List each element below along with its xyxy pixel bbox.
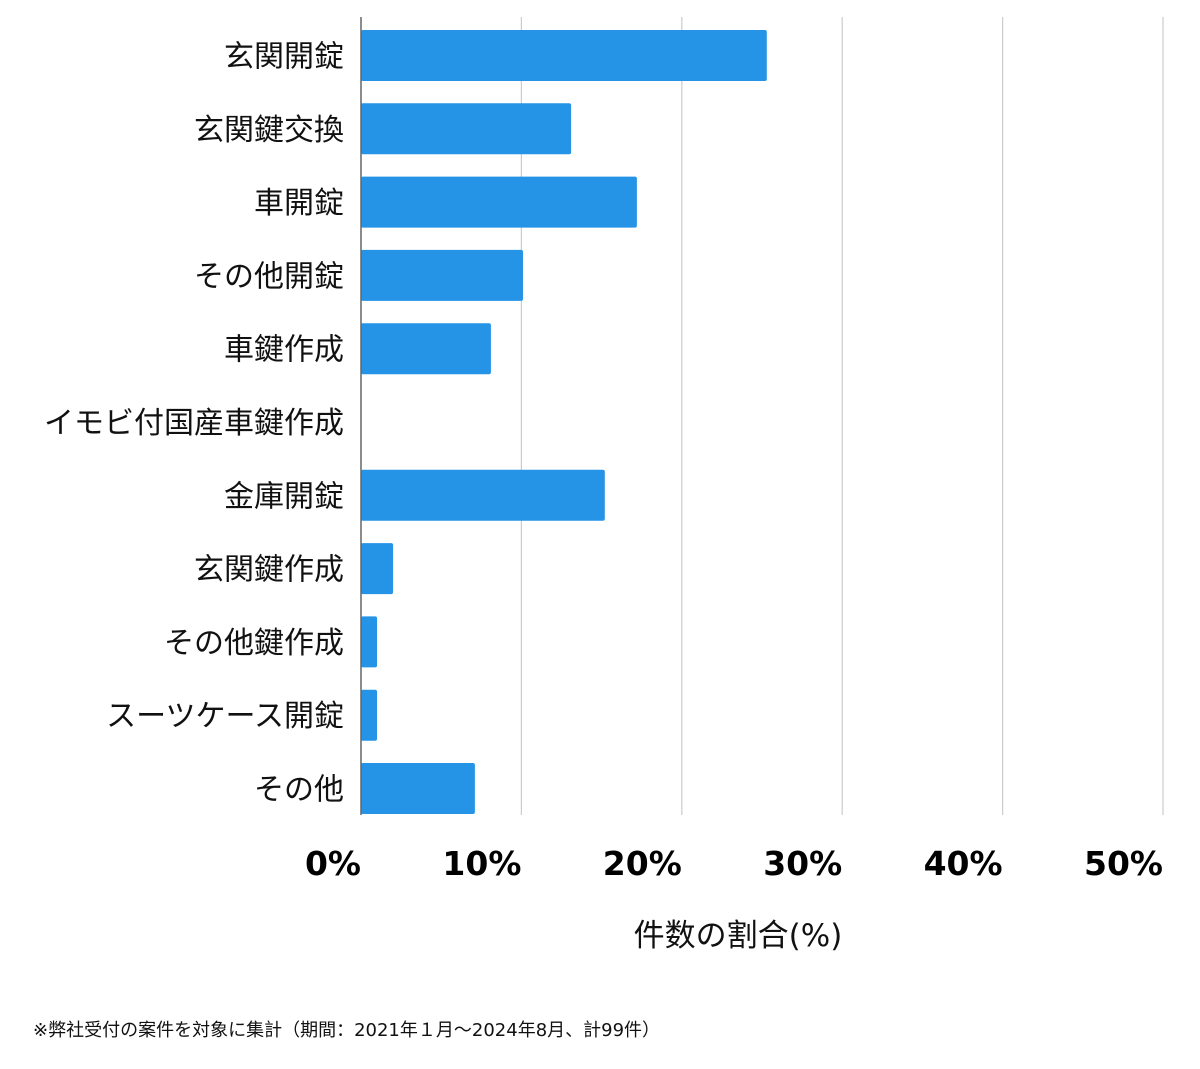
category-label: 車鍵作成	[224, 333, 344, 368]
bar	[361, 176, 637, 228]
grid-lines	[520, 17, 1164, 815]
footnote: ※弊社受付の案件を対象に集計（期間：2021年１月〜2024年8月、計99件）	[33, 1020, 661, 1041]
x-tick-label: 30%	[763, 844, 842, 883]
x-tick-label: 10%	[442, 844, 521, 883]
category-labels: 玄関開錠玄関鍵交換車開錠その他開錠車鍵作成イモビ付国産車鍵作成金庫開錠玄関鍵作成…	[44, 40, 344, 808]
bar	[361, 616, 378, 668]
category-label: イモビ付国産車鍵作成	[44, 406, 344, 441]
x-tick-label: 40%	[924, 844, 1003, 883]
category-label: 玄関鍵交換	[194, 113, 344, 148]
bar	[361, 323, 491, 375]
x-axis-title: 件数の割合(%)	[634, 918, 843, 954]
category-label: その他開錠	[194, 259, 344, 294]
bar	[361, 30, 767, 81]
bar	[361, 103, 572, 155]
bar	[361, 543, 394, 595]
x-tick-label: 50%	[1084, 844, 1163, 883]
bar	[361, 763, 475, 814]
category-label: 車開錠	[254, 186, 344, 221]
x-tick-label: 0%	[305, 844, 361, 883]
category-label: 玄関開錠	[224, 40, 344, 75]
category-label: 金庫開錠	[224, 479, 344, 514]
bar	[361, 689, 378, 741]
bars	[361, 30, 767, 814]
category-label: スーツケース開錠	[106, 699, 344, 734]
x-tick-label: 20%	[603, 844, 682, 883]
x-tick-labels: 0% 10% 20% 30% 40% 50%	[305, 844, 1163, 883]
bar	[361, 469, 605, 521]
category-label: 玄関鍵作成	[194, 553, 344, 588]
category-label: その他鍵作成	[164, 626, 344, 661]
category-label: その他	[254, 773, 344, 808]
bar	[361, 249, 524, 301]
